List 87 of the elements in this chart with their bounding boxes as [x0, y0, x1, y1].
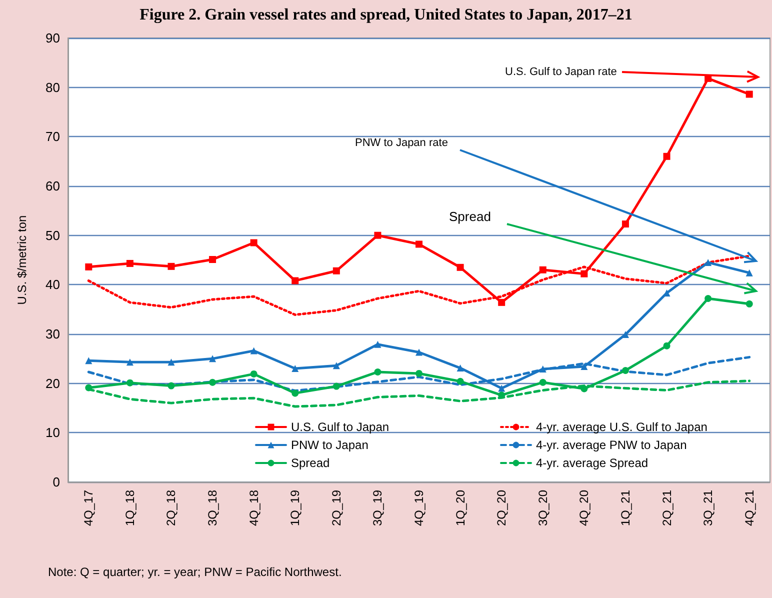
y-tick-label: 60	[46, 178, 60, 194]
point	[126, 260, 134, 267]
point	[416, 370, 422, 377]
point	[332, 267, 340, 274]
point	[85, 263, 92, 270]
x-tick-label: 3Q_21	[701, 490, 716, 526]
x-tick-label: 4Q_21	[742, 490, 756, 526]
y-tick-label: 30	[46, 326, 60, 342]
point	[622, 220, 629, 228]
point	[580, 363, 588, 370]
point	[292, 365, 299, 372]
point	[126, 379, 134, 386]
x-tick-label: 3Q_20	[536, 490, 550, 526]
point	[126, 358, 134, 366]
point	[539, 366, 546, 373]
annotation: U.S. Gulf to Japan rate	[505, 66, 617, 78]
x-tick-label: 1Q_20	[453, 490, 468, 526]
point	[746, 90, 753, 98]
x-tick-label: 4Q_18	[246, 490, 261, 526]
point	[374, 368, 382, 376]
x-tick-label: 1Q_21	[618, 490, 632, 526]
legend-label: Spread	[291, 456, 330, 470]
chart-title: Figure 2. Grain vessel rates and spread, United States to Japan, 2017–21	[140, 6, 632, 24]
point	[332, 362, 340, 370]
y-tick-label: 80	[46, 80, 60, 95]
point	[580, 270, 588, 278]
point	[498, 384, 506, 392]
point	[456, 378, 464, 385]
point	[250, 347, 258, 354]
x-tick-label: 2Q_21	[660, 490, 674, 526]
point	[746, 269, 753, 276]
y-tick-label: 0	[52, 474, 60, 490]
legend-label: 4-yr. average Spread	[536, 456, 648, 470]
point	[292, 390, 299, 397]
point	[456, 264, 464, 271]
point	[704, 294, 712, 302]
point	[539, 266, 546, 274]
y-tick-label: 20	[46, 376, 60, 391]
point	[168, 358, 175, 366]
point	[168, 262, 175, 270]
text: Note: Q = quarter; yr. = year; PNW = Pacific Northwest.	[48, 565, 342, 579]
point	[498, 392, 506, 399]
point	[663, 342, 670, 350]
point	[374, 232, 382, 239]
point	[622, 367, 629, 374]
point	[580, 385, 588, 392]
y-axis-title: U.S. $/metric ton	[15, 215, 29, 305]
y-tick-label: 90	[46, 30, 60, 46]
point	[416, 348, 422, 356]
point	[209, 256, 216, 264]
x-tick-label: 2Q_19	[329, 490, 344, 526]
x-tick-label: 4Q_19	[412, 490, 426, 526]
point	[85, 357, 92, 364]
point	[663, 152, 670, 160]
point	[332, 382, 340, 390]
x-tick-label: 2Q_20	[494, 490, 509, 526]
point	[704, 258, 712, 266]
x-tick-label: 3Q_19	[370, 490, 385, 526]
point	[250, 239, 258, 246]
x-tick-label: 1Q_18	[122, 490, 137, 526]
point	[85, 384, 92, 392]
point	[209, 378, 216, 386]
point	[416, 240, 422, 248]
point	[746, 300, 753, 308]
legend-label: 4-yr. average U.S. Gulf to Japan	[536, 420, 708, 434]
point	[292, 277, 299, 284]
point	[456, 364, 464, 372]
point	[498, 298, 506, 306]
x-tick-label: 4Q_20	[577, 490, 592, 526]
y-tick-label: 70	[46, 129, 60, 144]
x-tick-label: 2Q_18	[164, 490, 178, 526]
point	[374, 340, 382, 348]
point	[250, 370, 258, 378]
point	[168, 382, 175, 390]
legend-label: 4-yr. average PNW to Japan	[536, 438, 687, 452]
annotation: PNW to Japan rate	[355, 137, 448, 149]
x-tick-label: 3Q_18	[206, 490, 220, 526]
y-tick-label: 10	[46, 425, 60, 440]
y-tick-label: 50	[46, 228, 60, 243]
point	[539, 378, 546, 386]
legend-label: U.S. Gulf to Japan	[291, 420, 390, 434]
x-tick-label: 1Q_19	[288, 490, 302, 526]
x-tick-label: 4Q_17	[82, 490, 96, 526]
point	[209, 355, 216, 362]
y-tick-label: 40	[46, 277, 60, 292]
legend-label: PNW to Japan	[291, 438, 368, 452]
annotation: Spread	[449, 209, 491, 224]
